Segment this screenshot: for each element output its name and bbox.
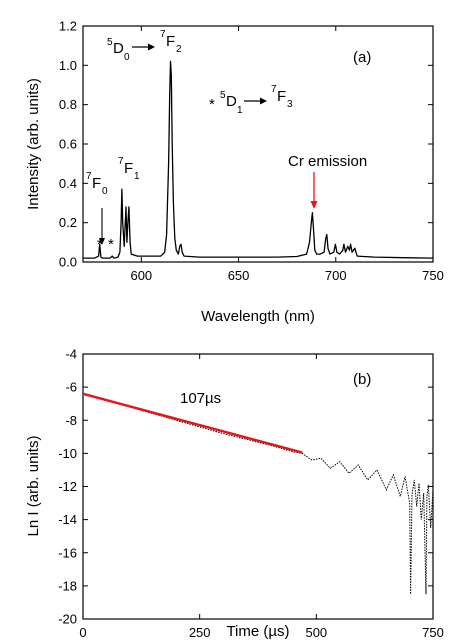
transition-label-d1-f3: * 5 D 1 7 F 3 bbox=[209, 84, 293, 116]
svg-text:5: 5 bbox=[107, 37, 113, 48]
b-x-tick-label-1: 250 bbox=[189, 625, 211, 640]
a-y-tick-label-2: 0.4 bbox=[59, 176, 77, 191]
decay-data-line bbox=[82, 393, 434, 595]
svg-text:*: * bbox=[209, 96, 215, 113]
star-marker-2: * bbox=[108, 236, 114, 253]
panel-label-a: (a) bbox=[353, 49, 371, 66]
svg-text:0: 0 bbox=[124, 52, 130, 63]
plot-frame-b bbox=[82, 353, 434, 620]
ticks-b: 0 250 500 750 -4 -6 -8 -10 -12 -14 -16 -18 -20 bbox=[58, 347, 444, 641]
b-y-tick-label-6: -16 bbox=[58, 545, 77, 560]
a-y-tick-label-5: 1.0 bbox=[59, 58, 77, 73]
y-axis-label-a: Intensity (arb. units) bbox=[25, 78, 42, 210]
a-x-tick-label-1: 650 bbox=[228, 268, 250, 283]
svg-text:7: 7 bbox=[271, 84, 277, 95]
svg-text:5: 5 bbox=[220, 90, 226, 101]
svg-text:D: D bbox=[113, 40, 124, 57]
b-y-tick-label-4: -12 bbox=[58, 479, 77, 494]
svg-text:Cr emission: Cr emission bbox=[288, 153, 367, 170]
a-y-tick-label-6: 1.2 bbox=[59, 19, 77, 34]
plot-frame-a bbox=[82, 25, 434, 263]
fit-lifetime-label: 107µs bbox=[180, 390, 221, 407]
peak-label-f0: 7 F 0 bbox=[86, 171, 108, 245]
b-x-tick-label-0: 0 bbox=[79, 625, 86, 640]
svg-text:F: F bbox=[166, 33, 175, 50]
panel-b: 0 250 500 750 -4 -6 -8 -10 -12 -14 -16 -18 -20 Time … bbox=[25, 347, 444, 641]
transition-label-d0-f2: 5 D 0 7 F 2 bbox=[107, 29, 182, 63]
a-y-tick-label-4: 0.8 bbox=[59, 97, 77, 112]
a-x-tick-label-0: 600 bbox=[130, 268, 152, 283]
a-x-tick-label-3: 750 bbox=[422, 268, 444, 283]
a-y-tick-label-0: 0.0 bbox=[59, 255, 77, 270]
svg-text:F: F bbox=[92, 175, 101, 192]
b-y-tick-label-7: -18 bbox=[58, 578, 77, 593]
svg-text:F: F bbox=[124, 160, 133, 177]
y-axis-label-b: Ln I (arb. units) bbox=[25, 436, 42, 537]
svg-text:7: 7 bbox=[118, 156, 124, 167]
x-axis-label-b: Time (µs) bbox=[226, 623, 289, 640]
svg-text:3: 3 bbox=[287, 99, 293, 110]
b-y-tick-label-8: -20 bbox=[58, 612, 77, 627]
b-x-tick-label-3: 750 bbox=[422, 625, 444, 640]
star-marker-1: * bbox=[97, 236, 103, 253]
emission-spectrum-line bbox=[83, 60, 434, 259]
peak-label-f1: 7 F 1 bbox=[118, 156, 140, 182]
panel-label-b: (b) bbox=[353, 371, 371, 388]
b-y-tick-label-0: -4 bbox=[65, 347, 77, 362]
svg-text:1: 1 bbox=[237, 105, 243, 116]
a-y-tick-label-1: 0.2 bbox=[59, 215, 77, 230]
svg-text:0: 0 bbox=[102, 186, 108, 197]
svg-text:1: 1 bbox=[134, 171, 140, 182]
x-axis-label-a: Wavelength (nm) bbox=[201, 308, 315, 325]
b-y-tick-label-5: -14 bbox=[58, 512, 77, 527]
svg-text:D: D bbox=[226, 93, 237, 110]
svg-text:7: 7 bbox=[86, 171, 92, 182]
b-y-tick-label-2: -8 bbox=[65, 413, 77, 428]
svg-text:2: 2 bbox=[176, 44, 182, 55]
cr-emission-annotation: Cr emission bbox=[288, 153, 367, 209]
a-x-tick-label-2: 700 bbox=[325, 268, 347, 283]
svg-text:F: F bbox=[277, 88, 286, 105]
svg-text:7: 7 bbox=[160, 29, 166, 40]
b-y-tick-label-3: -10 bbox=[58, 446, 77, 461]
a-y-tick-label-3: 0.6 bbox=[59, 137, 77, 152]
b-y-tick-label-1: -6 bbox=[65, 380, 77, 395]
decay-fit-line bbox=[82, 392, 303, 454]
b-x-tick-label-2: 500 bbox=[305, 625, 327, 640]
